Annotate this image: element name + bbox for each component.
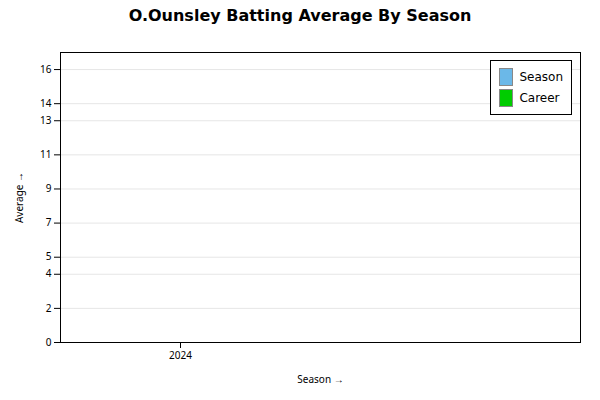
svg-text:13: 13 — [40, 113, 52, 127]
html-text:Season: Season — [519, 70, 563, 84]
svg-text:5: 5 — [46, 249, 52, 263]
svg-text:2: 2 — [46, 301, 52, 315]
svg-text:Average →: Average → — [12, 172, 26, 223]
svg-text:14: 14 — [40, 96, 52, 110]
svg-text:9: 9 — [46, 181, 52, 195]
html-text:Career: Career — [519, 91, 560, 105]
svg-text:0: 0 — [46, 335, 52, 349]
svg-text:2024: 2024 — [169, 348, 192, 362]
svg-text:11: 11 — [40, 147, 51, 161]
html-text:O.Ounsley Batting Average By S: O.Ounsley Batting Average By Season — [128, 6, 472, 25]
svg-text:16: 16 — [40, 62, 52, 76]
svg-text:Season →: Season → — [297, 372, 343, 386]
svg-text:4: 4 — [46, 266, 52, 280]
svg-text:7: 7 — [46, 215, 52, 229]
